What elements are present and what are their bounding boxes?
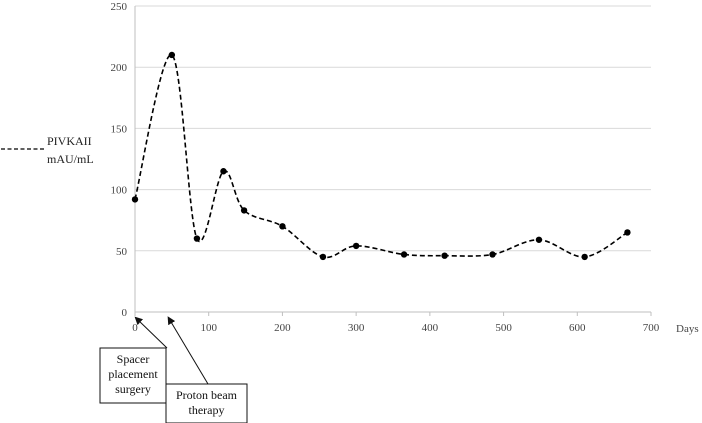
data-point bbox=[279, 223, 286, 230]
annotation-box bbox=[165, 383, 248, 423]
data-point bbox=[624, 229, 631, 236]
data-point bbox=[441, 252, 448, 259]
annotation-text: Proton beam bbox=[176, 388, 238, 402]
data-point bbox=[400, 251, 408, 258]
data-point bbox=[581, 253, 588, 261]
y-tick-label: 150 bbox=[111, 123, 128, 135]
annotation-arrow bbox=[134, 316, 168, 349]
data-point bbox=[535, 236, 543, 243]
data-point bbox=[193, 235, 201, 242]
series-line bbox=[134, 54, 628, 259]
annotation-box bbox=[99, 347, 167, 404]
data-point bbox=[220, 168, 227, 175]
series-line-pivkaii bbox=[134, 54, 628, 259]
y-tick-label: 100 bbox=[111, 185, 128, 197]
y-tick-label: 250 bbox=[111, 1, 128, 13]
data-points bbox=[131, 51, 631, 261]
data-point bbox=[319, 253, 327, 261]
legend-series-name: PIVKAII bbox=[47, 134, 92, 148]
data-point bbox=[131, 196, 139, 203]
data-point bbox=[168, 51, 176, 59]
legend: PIVKAII mAU/mL bbox=[1, 134, 94, 166]
y-tick-label: 50 bbox=[116, 246, 128, 258]
y-tick-label: 0 bbox=[122, 307, 128, 319]
data-point bbox=[489, 251, 496, 258]
axes bbox=[134, 6, 652, 316]
y-tick-labels: 0 50 100 150 200 250 bbox=[111, 1, 128, 319]
x-tick-label: 100 bbox=[200, 322, 217, 334]
y-tick-label: 200 bbox=[111, 62, 128, 74]
x-tick-label: 200 bbox=[274, 322, 291, 334]
x-tick-label: 600 bbox=[569, 322, 586, 334]
x-tick-label: 400 bbox=[422, 322, 439, 334]
x-tick-label: 700 bbox=[643, 322, 660, 334]
x-tick-labels: 0 100 200 300 400 500 600 700 bbox=[132, 322, 660, 334]
x-tick-label: 300 bbox=[348, 322, 365, 334]
x-tick-label: 500 bbox=[495, 322, 512, 334]
data-point bbox=[240, 207, 248, 214]
x-tick-label: 0 bbox=[132, 322, 138, 334]
annotation-text: placement bbox=[108, 367, 158, 381]
legend-unit: mAU/mL bbox=[47, 152, 94, 166]
annotation-text: therapy bbox=[189, 403, 225, 417]
annotation-arrow bbox=[167, 316, 209, 385]
annotation-text: Spacer bbox=[117, 352, 150, 366]
data-point bbox=[352, 242, 360, 250]
x-axis-label: Days bbox=[676, 323, 699, 335]
grid-lines bbox=[135, 5, 651, 252]
annotation-text: surgery bbox=[115, 382, 151, 396]
